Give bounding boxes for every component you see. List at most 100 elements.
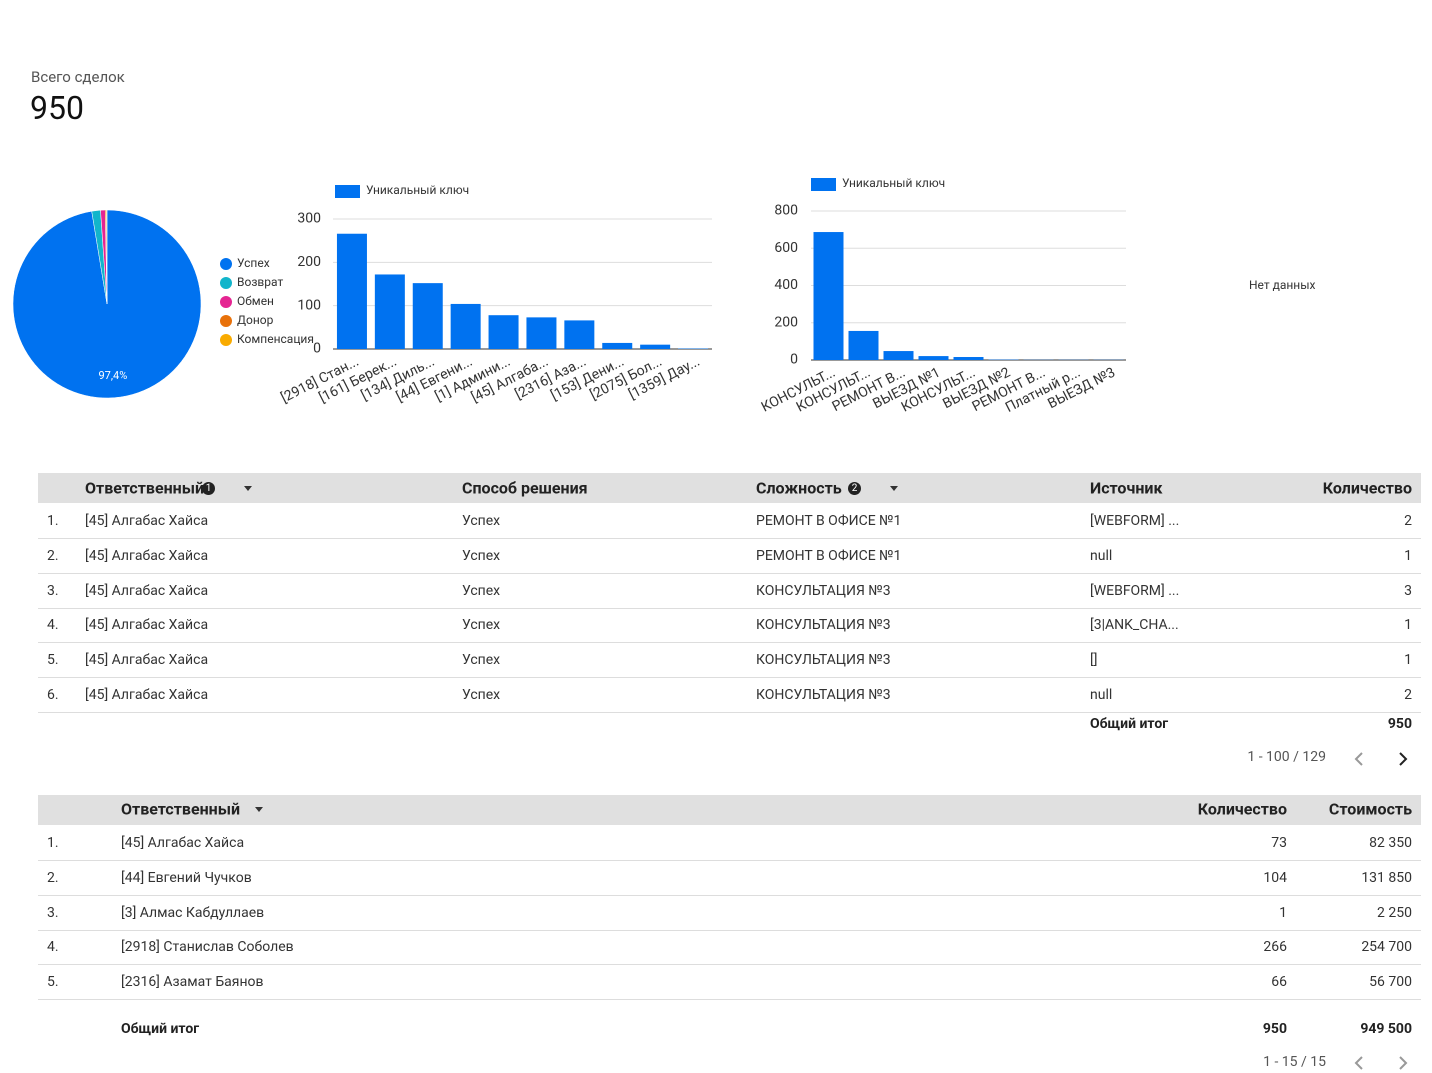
table-cell: Успех bbox=[462, 582, 501, 599]
legend-swatch bbox=[335, 185, 360, 198]
bar bbox=[953, 357, 984, 360]
table-cell: Успех bbox=[462, 617, 501, 634]
bar bbox=[813, 232, 844, 360]
table-cell: 1. bbox=[47, 513, 59, 529]
table-header bbox=[38, 473, 1421, 503]
table-cell: 1 bbox=[1279, 904, 1287, 921]
prev-page[interactable] bbox=[1352, 751, 1368, 767]
table-cell: null bbox=[1090, 687, 1113, 703]
next-page[interactable] bbox=[1394, 1055, 1410, 1071]
row-separator bbox=[38, 572, 1421, 574]
table-cell: [3] Алмас Кабдуллаев bbox=[121, 904, 265, 921]
table-cell: 4. bbox=[47, 939, 59, 956]
bar bbox=[374, 274, 405, 349]
table-cell: 66 bbox=[1271, 974, 1287, 991]
table-cell: [WEBFORM] ... bbox=[1090, 582, 1180, 599]
table-cell: РЕМОНТ В ОФИСЕ №1 bbox=[756, 547, 902, 564]
y-tick-label: 400 bbox=[774, 277, 798, 293]
y-tick-label: 800 bbox=[774, 203, 798, 219]
y-tick-label: 600 bbox=[774, 240, 798, 256]
table-cell: 1. bbox=[47, 835, 59, 851]
next-page[interactable] bbox=[1394, 751, 1410, 767]
sort-arrow[interactable] bbox=[244, 486, 252, 491]
table-cell: Успех bbox=[462, 652, 501, 669]
sort-arrow[interactable] bbox=[890, 486, 898, 491]
row-separator bbox=[38, 607, 1421, 609]
legend-label: Уникальный ключ bbox=[366, 183, 469, 197]
table-cell: 2 bbox=[1404, 687, 1412, 703]
legend-label: Обмен bbox=[237, 294, 274, 308]
row-separator bbox=[38, 999, 1421, 1001]
table-header bbox=[38, 795, 1421, 825]
table-cell: Количество bbox=[1197, 799, 1287, 819]
table-cell: Общий итог bbox=[121, 1021, 200, 1037]
table-cell: [3|ANK_CHA... bbox=[1090, 617, 1179, 634]
info-badge: 1 bbox=[202, 482, 215, 495]
bar bbox=[526, 317, 557, 349]
table-cell: Успех bbox=[462, 513, 501, 529]
row-separator bbox=[38, 894, 1421, 896]
no-data: Нет данных bbox=[1249, 278, 1316, 292]
table-cell: 4. bbox=[47, 617, 59, 634]
table-cell: 254 700 bbox=[1361, 939, 1412, 956]
table-cell: КОНСУЛЬТАЦИЯ №3 bbox=[756, 617, 891, 634]
table-cell: 131 850 bbox=[1361, 869, 1412, 886]
slice-label: 97,4% bbox=[99, 369, 128, 382]
bar bbox=[488, 315, 519, 349]
bar bbox=[640, 344, 671, 349]
table-cell: [45] Алгабас Хайса bbox=[85, 652, 209, 669]
table-cell: [45] Алгабас Хайса bbox=[85, 617, 209, 634]
table-cell: 3. bbox=[47, 904, 59, 921]
bar bbox=[602, 342, 633, 349]
y-tick-label: 0 bbox=[790, 352, 798, 368]
table-cell: 1 - 15 / 15 bbox=[1263, 1054, 1326, 1070]
table-cell: 104 bbox=[1263, 869, 1287, 886]
legend-label: Возврат bbox=[237, 275, 283, 289]
table-cell: 950 bbox=[1387, 716, 1412, 732]
scorecard-label: Всего сделок bbox=[31, 68, 125, 86]
table-cell: Ответственный bbox=[85, 478, 205, 498]
prev-page[interactable] bbox=[1352, 1055, 1368, 1071]
table-cell: 1 bbox=[1404, 617, 1412, 634]
table-cell: 950 bbox=[1262, 1021, 1287, 1037]
table-cell: [44] Евгений Чучков bbox=[121, 869, 252, 886]
charts: 97,4%УспехВозвратОбменДонорКомпенсация01… bbox=[12, 176, 1126, 416]
bar bbox=[848, 330, 879, 360]
table-cell: Источник bbox=[1090, 478, 1163, 498]
legend-swatch bbox=[220, 258, 232, 270]
table-cell: КОНСУЛЬТАЦИЯ №3 bbox=[756, 652, 891, 669]
table-cell: 5. bbox=[47, 974, 59, 991]
table-cell: [WEBFORM] ... bbox=[1090, 513, 1180, 529]
table-cell: 1 - 100 / 129 bbox=[1247, 749, 1326, 765]
y-tick-label: 100 bbox=[297, 297, 321, 313]
bar bbox=[412, 283, 443, 349]
table-cell: null bbox=[1090, 547, 1113, 564]
sort-arrow[interactable] bbox=[255, 807, 263, 812]
bar bbox=[336, 233, 367, 349]
bar bbox=[564, 320, 595, 349]
table-cell: 2. bbox=[47, 869, 59, 886]
table-cell: РЕМОНТ В ОФИСЕ №1 bbox=[756, 513, 902, 529]
legend-swatch bbox=[811, 178, 836, 191]
table-cell: Успех bbox=[462, 687, 501, 703]
table-cell: КОНСУЛЬТАЦИЯ №3 bbox=[756, 687, 891, 703]
row-separator bbox=[38, 860, 1421, 861]
table-cell: [2316] Азамат Баянов bbox=[121, 974, 264, 991]
table-cell: [] bbox=[1090, 652, 1098, 669]
legend-label: Успех bbox=[237, 256, 270, 270]
table-cell: 949 500 bbox=[1360, 1021, 1412, 1037]
row-separator bbox=[38, 712, 1421, 713]
legend-label: Уникальный ключ bbox=[842, 176, 945, 190]
table-cell: Ответственный bbox=[121, 799, 241, 819]
y-tick-label: 0 bbox=[313, 341, 321, 357]
table-cell: 56 700 bbox=[1369, 974, 1412, 991]
table-cell: Количество bbox=[1322, 478, 1412, 498]
table-cell: Стоимость bbox=[1328, 799, 1412, 819]
y-tick-label: 200 bbox=[297, 254, 321, 270]
table-cell: [45] Алгабас Хайса bbox=[85, 547, 209, 564]
table-cell: 2. bbox=[47, 547, 59, 564]
table-cell: [45] Алгабас Хайса bbox=[85, 513, 209, 529]
table-cell: [45] Алгабас Хайса bbox=[85, 687, 209, 703]
y-tick-label: 300 bbox=[297, 211, 321, 227]
